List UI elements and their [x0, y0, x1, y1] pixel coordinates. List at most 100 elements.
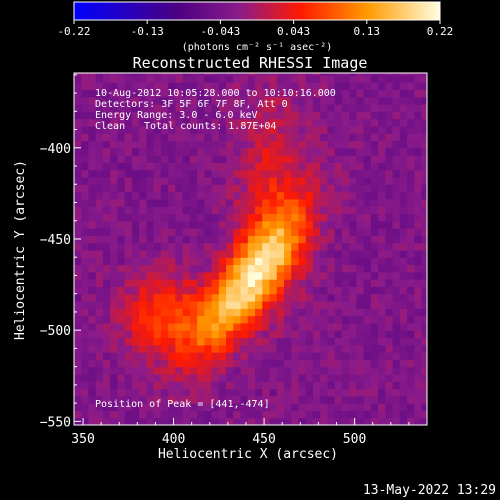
heatmap-cell [305, 125, 314, 134]
heatmap-cell [349, 169, 357, 178]
heatmap-cell [269, 264, 278, 273]
heatmap-cell [247, 359, 256, 368]
heatmap-cell [175, 337, 184, 346]
heatmap-cell [312, 220, 321, 229]
heatmap-cell [283, 286, 292, 295]
heatmap-cell [233, 264, 242, 273]
heatmap-cell [363, 184, 372, 193]
heatmap-cell [341, 184, 350, 193]
heatmap-cell [247, 73, 256, 76]
x-axis-label: Heliocentric X (arcsec) [158, 447, 338, 462]
heatmap-cell [102, 300, 111, 309]
heatmap-cell [370, 89, 379, 98]
heatmap-cell [81, 308, 90, 317]
heatmap-cell [407, 293, 415, 302]
heatmap-cell [298, 279, 307, 287]
heatmap-cell [291, 140, 300, 149]
heatmap-cell [407, 104, 415, 112]
heatmap-cell [139, 308, 148, 317]
heatmap-cell [276, 373, 285, 382]
heatmap-cell [349, 271, 357, 280]
heatmap-cell [341, 176, 350, 185]
heatmap-cell [334, 89, 343, 98]
heatmap-cell [399, 271, 408, 280]
heatmap-cell [182, 242, 191, 251]
heatmap-cell [197, 73, 205, 76]
heatmap-cell [139, 125, 148, 134]
heatmap-cell [305, 271, 314, 280]
heatmap-cell [363, 403, 372, 412]
heatmap-cell [146, 206, 155, 215]
heatmap-cell [363, 169, 372, 178]
heatmap-cell [218, 191, 227, 200]
heatmap-cell [204, 257, 213, 266]
heatmap-cell [305, 147, 314, 156]
heatmap-cell [226, 111, 234, 120]
heatmap-cell [305, 315, 314, 324]
heatmap-cell [255, 220, 263, 229]
heatmap-cell [160, 264, 169, 273]
heatmap-cell [81, 125, 90, 134]
heatmap-cell [74, 315, 82, 324]
heatmap-cell [370, 147, 379, 156]
heatmap-cell [399, 381, 408, 390]
heatmap-cell [349, 410, 357, 419]
heatmap-cell [189, 395, 198, 404]
heatmap-cell [124, 191, 133, 200]
heatmap-cell [74, 140, 82, 149]
heatmap-cell [341, 242, 350, 251]
heatmap-cell [124, 417, 133, 425]
heatmap-cell [131, 308, 140, 317]
heatmap-cell [283, 213, 292, 222]
heatmap-cell [182, 352, 191, 360]
heatmap-cell [168, 337, 176, 346]
heatmap-cell [349, 322, 357, 331]
heatmap-cell [139, 381, 148, 390]
heatmap-cell [95, 286, 104, 295]
heatmap-cell [312, 169, 321, 178]
heatmap-cell [392, 388, 401, 397]
heatmap-cell [283, 147, 292, 156]
heatmap-cell [131, 147, 140, 156]
heatmap-cell [88, 388, 97, 397]
heatmap-cell [131, 235, 140, 244]
heatmap-cell [399, 104, 408, 112]
heatmap-cell [204, 373, 213, 382]
heatmap-cell [341, 125, 350, 134]
heatmap-cell [117, 352, 126, 360]
heatmap-cell [399, 111, 408, 120]
heatmap-cell [110, 198, 119, 207]
heatmap-cell [139, 403, 148, 412]
heatmap-cell [226, 206, 234, 215]
heatmap-cell [117, 322, 126, 331]
heatmap-cell [356, 235, 365, 244]
heatmap-cell [298, 125, 307, 134]
heatmap-cell [168, 286, 176, 295]
heatmap-cell [102, 228, 111, 236]
heatmap-cell [392, 337, 401, 346]
heatmap-cell [283, 373, 292, 382]
heatmap-cell [247, 249, 256, 258]
heatmap-cell [399, 184, 408, 193]
heatmap-cell [139, 271, 148, 280]
heatmap-cell [218, 337, 227, 346]
heatmap-cell [378, 111, 386, 120]
heatmap-cell [240, 381, 249, 390]
heatmap-cell [269, 140, 278, 149]
heatmap-cell [189, 322, 198, 331]
heatmap-cell [298, 89, 307, 98]
heatmap-cell [407, 417, 415, 425]
heatmap-cell [291, 279, 300, 287]
heatmap-cell [385, 315, 394, 324]
heatmap-image [74, 73, 427, 425]
plot-frame [73, 72, 428, 426]
heatmap-cell [414, 417, 423, 425]
heatmap-cell [378, 417, 386, 425]
heatmap-cell [414, 220, 423, 229]
heatmap-cell [131, 264, 140, 273]
heatmap-cell [146, 242, 155, 251]
heatmap-cell [131, 286, 140, 295]
heatmap-cell [175, 111, 184, 120]
heatmap-cell [378, 140, 386, 149]
heatmap-cell [334, 111, 343, 120]
